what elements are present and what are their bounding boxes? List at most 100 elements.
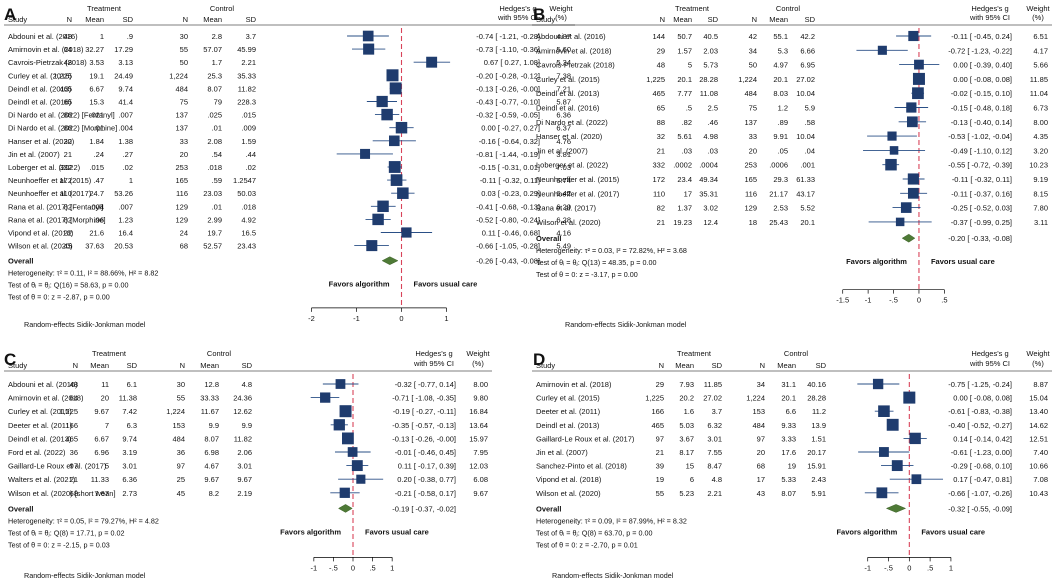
control-mean: 5.3: [778, 46, 788, 55]
effect-ci-text: -0.16 [ -0.64, 0.32]: [479, 137, 540, 146]
control-n: 153: [172, 421, 185, 430]
header-mean-control: Mean: [777, 361, 796, 370]
study-name: Loberger et al. (2022): [8, 163, 81, 172]
model-note: Random-effects Sidik-Jonkman model: [552, 571, 674, 580]
treatment-n: 88: [657, 118, 665, 127]
treatment-mean: 1.57: [677, 46, 692, 55]
study-name: Deindl et al. (2013): [536, 421, 600, 430]
effect-ci-text: -0.29 [ -0.68, 0.10]: [951, 462, 1012, 471]
effect-ci-text: 0.14 [ -0.14, 0.42]: [953, 434, 1012, 443]
control-mean: .0006: [769, 161, 788, 170]
header-mean-treatment: Mean: [85, 15, 104, 24]
treatment-n: 82: [64, 215, 72, 224]
header-sd-treatment: SD: [123, 15, 134, 24]
treatment-n: 1,225: [59, 407, 78, 416]
overall-ci-text: -0.19 [ -0.37, -0.02]: [392, 504, 456, 513]
control-mean: 20.1: [781, 394, 796, 403]
header-weight: Weight: [466, 349, 490, 358]
header-mean-treatment: Mean: [673, 15, 692, 24]
study-name: Amirnovin et al. (2018): [8, 394, 84, 403]
study-name: Gaillard-Le Roux et al. (2017): [8, 462, 107, 471]
header-treatment: Treatment: [87, 4, 122, 13]
study-name: Amirnovin et al. (2018): [8, 45, 84, 54]
header-effect-ci: with 95% CI: [969, 359, 1010, 368]
control-sd: 11.82: [234, 434, 252, 443]
effect-ci-text: -0.66 [ -1.07, -0.26]: [948, 489, 1012, 498]
treatment-sd: .46: [708, 118, 718, 127]
control-sd: 61.33: [796, 175, 815, 184]
favors-algorithm-label: Favors algorithm: [280, 527, 341, 536]
control-n: 42: [749, 32, 757, 41]
control-sd: 16.5: [241, 229, 256, 238]
control-mean: 19: [788, 462, 796, 471]
control-mean: .01: [212, 124, 222, 133]
effect-ci-text: -0.25 [ -0.52, 0.03]: [951, 204, 1012, 213]
control-sd: 9.67: [237, 475, 252, 484]
treatment-sd: 4.8: [712, 475, 722, 484]
effect-square: [362, 30, 374, 42]
effect-ci-text: -0.13 [ -0.26, -0.00]: [392, 434, 456, 443]
treatment-n: 19: [656, 475, 664, 484]
effect-ci-text: -0.21 [ -0.58, 0.17]: [395, 489, 456, 498]
control-sd: 2.43: [811, 475, 826, 484]
weight-value: 13.40: [1029, 407, 1048, 416]
weight-value: 4.76: [556, 137, 571, 146]
study-name: Curley et al. (2015): [8, 71, 72, 80]
control-n: 1,224: [738, 75, 757, 84]
effect-ci-text: -0.35 [ -0.57, -0.13]: [392, 421, 456, 430]
favors-usual-care-label: Favors usual care: [931, 257, 995, 266]
effect-square: [891, 460, 903, 472]
effect-square: [339, 487, 350, 498]
control-sd: 1.2547: [233, 176, 256, 185]
favors-usual-care-label: Favors usual care: [365, 527, 429, 536]
effect-ci-text: 0.17 [ -0.47, 0.81]: [953, 475, 1012, 484]
weight-value: 6.08: [473, 475, 488, 484]
stat-line: Test of θ = 0: z = -3.17, p = 0.00: [536, 270, 638, 279]
weight-value: 6.74: [556, 176, 571, 185]
study-name: Cavrois-Pietrzak (2018): [536, 61, 615, 70]
control-n: 165: [175, 176, 188, 185]
treatment-mean: 6.67: [94, 434, 109, 443]
treatment-mean: .5: [686, 104, 692, 113]
control-mean: 1.2: [778, 104, 788, 113]
weight-value: 4.17: [1033, 46, 1048, 55]
treatment-sd: .9: [127, 32, 133, 41]
study-name: Amirnovin et al. (2018): [536, 380, 612, 389]
treatment-n: 82: [657, 204, 665, 213]
treatment-n: 97: [656, 434, 664, 443]
effect-square: [900, 202, 912, 213]
study-name: Deindl et al. (2013): [8, 434, 72, 443]
treatment-n: 88: [64, 124, 72, 133]
study-name: Deindl et al. (2013): [8, 84, 72, 93]
treatment-n: 172: [652, 175, 665, 184]
treatment-mean: 24.7: [89, 189, 104, 198]
effect-ci-text: -0.53 [ -1.02, -0.04]: [948, 132, 1012, 141]
control-mean: 8.03: [773, 89, 788, 98]
panel-d: D Treatment Control Study N Mean SD N Mean SD Hedg…: [532, 349, 1052, 580]
control-mean: 23.03: [203, 189, 222, 198]
treatment-sd: .007: [118, 111, 133, 120]
weight-value: 9.67: [473, 489, 488, 498]
control-mean: .05: [778, 146, 788, 155]
treatment-sd: 20.53: [114, 242, 133, 251]
study-name: Vipond et al. (2018): [536, 475, 602, 484]
control-mean: 6.6: [786, 407, 796, 416]
weight-value: 5.49: [556, 242, 571, 251]
effect-square: [347, 447, 358, 457]
treatment-mean: 23.4: [677, 175, 692, 184]
study-name: Wilson et al. (2020) [short wean]: [8, 489, 116, 498]
weight-value: 7.03: [556, 163, 571, 172]
control-mean: 2.8: [212, 32, 222, 41]
treatment-sd: 6.1: [127, 380, 137, 389]
header-sd-control: SD: [816, 361, 827, 370]
x-tick-label: -1: [864, 563, 871, 572]
treatment-n: 32: [64, 137, 72, 146]
study-name: Curley et al. (2015): [8, 407, 72, 416]
study-name: Vipond et al. (2018): [8, 229, 74, 238]
effect-square: [360, 148, 371, 159]
treatment-mean: 15.3: [89, 98, 104, 107]
treatment-n: 97: [70, 462, 78, 471]
effect-square: [377, 200, 389, 213]
x-tick-label: 0: [351, 563, 355, 572]
